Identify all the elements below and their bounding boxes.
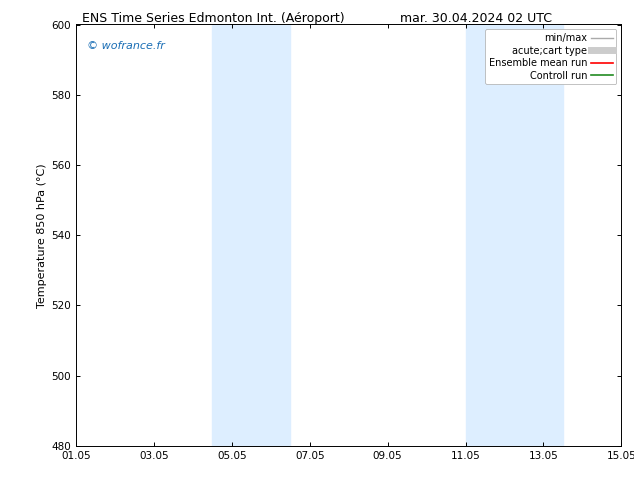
Text: ENS Time Series Edmonton Int. (Aéroport): ENS Time Series Edmonton Int. (Aéroport) xyxy=(82,12,345,25)
Text: © wofrance.fr: © wofrance.fr xyxy=(87,41,165,51)
Legend: min/max, acute;cart type, Ensemble mean run, Controll run: min/max, acute;cart type, Ensemble mean … xyxy=(485,29,616,84)
Text: mar. 30.04.2024 02 UTC: mar. 30.04.2024 02 UTC xyxy=(399,12,552,25)
Bar xyxy=(212,24,290,446)
Bar xyxy=(465,24,563,446)
Y-axis label: Temperature 850 hPa (°C): Temperature 850 hPa (°C) xyxy=(37,163,48,308)
